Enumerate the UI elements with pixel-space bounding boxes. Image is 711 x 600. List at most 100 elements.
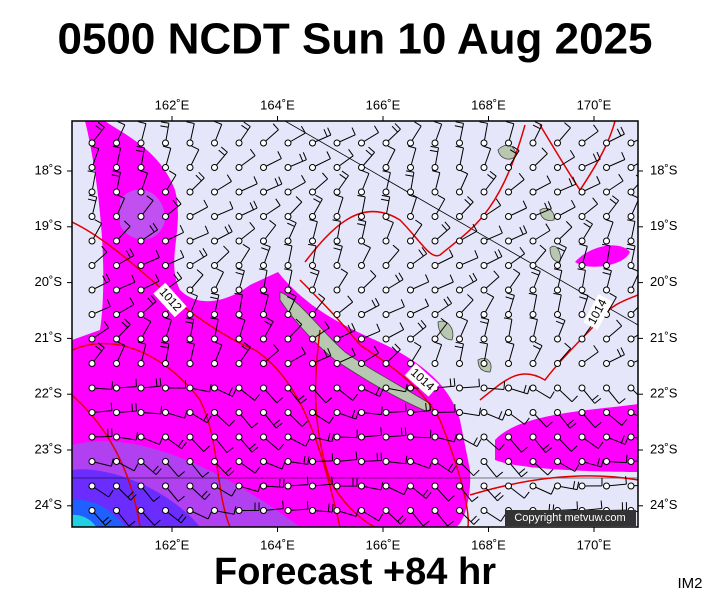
barb-station xyxy=(407,262,414,269)
barb-feather xyxy=(591,394,599,401)
barb-feather xyxy=(204,225,209,234)
barb-station xyxy=(162,311,169,318)
barb-feather xyxy=(87,198,96,202)
barb-feather xyxy=(357,194,366,198)
barb-station xyxy=(603,164,610,171)
barb-station xyxy=(554,237,561,245)
barb-feather xyxy=(512,268,521,274)
barb-station xyxy=(333,311,341,318)
barb-station xyxy=(235,507,243,514)
barb-feather xyxy=(203,413,209,421)
graticule-labels: 162˚E 162˚E 164˚E 164˚E 166˚E 166˚E 168˚E 168˚E… xyxy=(35,97,678,552)
barb-station xyxy=(456,188,463,196)
barb-station xyxy=(529,139,537,147)
barb-station xyxy=(627,409,635,416)
barb-station xyxy=(284,384,292,392)
barb-feather xyxy=(266,317,274,322)
barb-feather xyxy=(308,243,317,247)
barb-station xyxy=(284,482,292,490)
barb-feather xyxy=(472,272,478,281)
barb-feather xyxy=(493,270,500,278)
barb-feather xyxy=(133,463,139,472)
barb-feather xyxy=(264,320,272,326)
barb-station xyxy=(382,409,390,416)
barb-station xyxy=(480,164,488,171)
longitude-label: 162˚E xyxy=(155,97,190,112)
barb-feather xyxy=(564,122,571,129)
barb-feather xyxy=(347,295,354,303)
barb-feather xyxy=(327,127,332,136)
barb-station xyxy=(284,188,292,196)
barb-station xyxy=(260,482,267,490)
barb-station xyxy=(456,507,463,514)
barb-feather xyxy=(305,438,310,447)
barb-feather xyxy=(532,345,541,350)
barb-station xyxy=(456,237,463,245)
barb-feather xyxy=(272,123,279,131)
barb-feather xyxy=(422,489,429,497)
barb-feather xyxy=(281,461,286,470)
barb-feather xyxy=(497,495,504,502)
barb-feather xyxy=(616,128,622,137)
barb-feather xyxy=(198,171,205,179)
barb-station xyxy=(578,335,586,343)
barb-feather xyxy=(626,247,635,251)
barb-station xyxy=(431,458,439,465)
barb-feather xyxy=(295,318,303,325)
barb-feather xyxy=(110,458,114,467)
barb-station xyxy=(260,433,267,441)
barb-feather xyxy=(600,459,604,468)
barb-station xyxy=(382,482,390,490)
barb-station xyxy=(480,360,488,367)
barb-feather xyxy=(597,441,604,449)
barb-station xyxy=(113,188,120,196)
barb-station xyxy=(431,482,439,490)
barb-feather xyxy=(480,317,489,321)
barb-feather xyxy=(616,349,622,357)
barb-station xyxy=(578,164,586,171)
latitude-label: 23˚S xyxy=(650,441,678,456)
barb-station xyxy=(456,458,463,465)
barb-station xyxy=(480,482,488,490)
barb-station xyxy=(186,335,194,343)
barb-station xyxy=(627,384,635,392)
barb-station xyxy=(505,433,512,441)
barb-station xyxy=(211,262,218,269)
barb-feather xyxy=(203,445,210,452)
barb-feather xyxy=(97,342,105,349)
barb-station xyxy=(162,335,169,343)
barb-feather xyxy=(254,466,261,474)
barb-feather xyxy=(583,222,591,228)
barb-station xyxy=(162,433,169,441)
barb-feather xyxy=(228,419,235,427)
barb-feather xyxy=(620,126,625,135)
barb-feather xyxy=(365,149,373,156)
barb-station xyxy=(284,433,292,441)
barb-feather xyxy=(620,435,625,444)
barb-station xyxy=(333,360,341,367)
barb-station xyxy=(162,237,169,245)
barb-feather xyxy=(351,323,356,331)
barb-feather xyxy=(310,271,318,276)
barb-station xyxy=(407,164,414,171)
footer-caption: Forecast +84 hr xyxy=(214,551,496,593)
barb-feather xyxy=(186,121,195,124)
barb-station xyxy=(505,164,512,171)
barb-station xyxy=(113,458,120,465)
barb-feather xyxy=(272,344,279,351)
barb-station xyxy=(407,482,414,490)
barb-feather xyxy=(324,320,330,329)
barb-station xyxy=(333,458,341,465)
barb-feather xyxy=(220,146,228,153)
barb-station xyxy=(505,482,512,490)
barb-station xyxy=(431,188,439,196)
barb-feather xyxy=(275,422,283,429)
label-box xyxy=(404,363,440,397)
barb-station xyxy=(382,213,390,220)
barb-station xyxy=(358,164,365,171)
barb-feather xyxy=(236,268,245,272)
barb-feather xyxy=(621,418,628,426)
barb-feather xyxy=(443,298,449,306)
barb-feather xyxy=(325,397,333,404)
barb-feather xyxy=(440,317,448,324)
